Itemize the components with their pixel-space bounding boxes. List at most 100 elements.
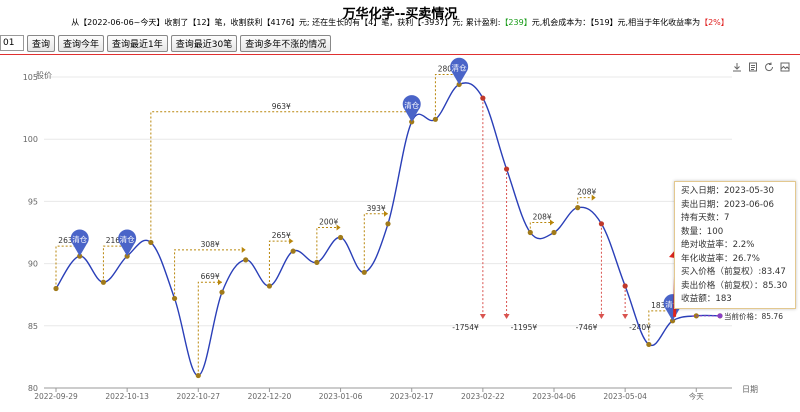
- trade-arrow: [591, 194, 596, 201]
- trade-label: 216¥: [106, 236, 125, 245]
- trade-line: [268, 240, 294, 286]
- tooltip-hold-days: 持有天数：7: [681, 213, 730, 223]
- trade-label: 200¥: [319, 217, 338, 226]
- price-point: [148, 239, 154, 246]
- price-point: [646, 341, 652, 348]
- trade-arrow: [289, 238, 294, 245]
- query-multi-year-button[interactable]: 查询多年不涨的情况: [240, 34, 332, 52]
- price-point: [290, 248, 296, 254]
- trade-label: 393¥: [367, 204, 386, 213]
- tooltip-abs-return: 绝对收益率：2.2%: [681, 240, 755, 250]
- sell-marker-pin: [70, 229, 89, 257]
- tooltip-sell-price: 卖出价格（前复权）：85.30: [681, 280, 788, 291]
- price-point: [361, 269, 367, 275]
- trade-label: 263¥: [58, 236, 77, 245]
- y-tick-label: 105: [23, 73, 38, 82]
- current-price-point: [717, 313, 723, 319]
- query-last-year-button[interactable]: 查询最近1年: [107, 34, 168, 52]
- query-this-year-button[interactable]: 查询今年: [58, 34, 105, 52]
- x-tick-label: 2023-02-22: [461, 392, 505, 401]
- current-price: 当前价格：85.76: [692, 311, 783, 321]
- trade-line: [197, 281, 222, 376]
- sell-marker-pin: [450, 57, 469, 85]
- divider-line: [0, 54, 800, 55]
- sell-marker-pin: [118, 229, 137, 257]
- x-tick-label: 2022-10-13: [105, 392, 149, 401]
- y-axis-label: 股价: [36, 71, 52, 80]
- x-tick-label: 2023-02-17: [390, 392, 434, 401]
- y-tick-label: 85: [28, 322, 38, 331]
- summary-rate: 【2%】: [700, 18, 729, 27]
- tooltip-quantity: 数量：100: [681, 226, 724, 237]
- x-tick-labels: 2022-09-29 2022-10-13 2022-10-27 2022-12-20…: [34, 391, 704, 401]
- data-view-icon[interactable]: [748, 57, 758, 72]
- chart-grid: [44, 76, 732, 392]
- trade-arrow: [384, 210, 388, 217]
- price-point: [480, 95, 486, 101]
- trade-label: 669¥: [201, 272, 220, 281]
- price-point: [243, 257, 249, 263]
- tooltip-annual-return: 年化收益率：26.7%: [681, 253, 760, 264]
- x-tick-label: 2023-01-06: [319, 392, 363, 401]
- query-toolbar: 查询 查询今年 查询最近1年 查询最近30笔 查询多年不涨的情况: [0, 34, 332, 52]
- price-point: [432, 116, 439, 122]
- sell-marker-label: 清仓: [404, 100, 419, 110]
- price-points: [53, 81, 723, 379]
- drop-arrow: [479, 314, 486, 319]
- x-axis-label: 日期: [742, 385, 758, 394]
- drop-label: -1754¥: [452, 323, 479, 332]
- price-point: [100, 279, 107, 285]
- price-point: [385, 221, 391, 227]
- date-input[interactable]: [0, 35, 24, 51]
- x-tick-label: 2023-04-06: [532, 392, 576, 401]
- x-tick-label: 2022-12-20: [248, 392, 292, 401]
- trade-line: [434, 73, 460, 120]
- trade-label: 208¥: [533, 213, 552, 222]
- tooltip-profit: 收益额：183: [681, 294, 732, 304]
- price-point: [551, 229, 557, 236]
- y-tick-labels: 80 85 90 95 100 105: [23, 73, 38, 393]
- trade-label: 963¥: [272, 102, 291, 111]
- x-tick-label: 2022-09-29: [34, 392, 78, 401]
- price-point: [314, 259, 320, 265]
- drop-label: -240¥: [629, 323, 651, 332]
- tooltip-sell-date: 卖出日期：2023-06-06: [681, 199, 774, 210]
- trade-line: [102, 245, 128, 283]
- y-tick-label: 95: [28, 197, 38, 206]
- tooltip-buy-price: 买入价格（前复权）:83.47: [681, 267, 786, 277]
- price-point: [337, 234, 344, 241]
- save-image-icon[interactable]: [780, 57, 790, 72]
- query-last-30-button[interactable]: 查询最近30笔: [170, 34, 238, 52]
- current-price-label: 当前价格：85.76: [724, 311, 783, 321]
- drop-label: -746¥: [576, 323, 598, 332]
- trade-tooltip: 买入日期：2023-05-30 卖出日期：2023-06-06 持有天数：7 数…: [674, 181, 796, 309]
- query-button[interactable]: 查询: [27, 34, 56, 52]
- trade-line: [150, 111, 412, 243]
- sell-marker-label: 清仓: [120, 234, 135, 244]
- drop-arrow: [503, 314, 510, 319]
- trade-line: [174, 249, 246, 299]
- sell-marker-label: 清仓: [72, 234, 87, 244]
- price-point: [575, 205, 581, 211]
- page-title: 万华化学--买卖情况: [342, 7, 458, 22]
- tooltip-buy-date: 买入日期：2023-05-30: [681, 186, 774, 196]
- price-point: [527, 229, 533, 236]
- drop-label: -1195¥: [511, 323, 538, 332]
- trade-arrow: [336, 224, 341, 231]
- trade-line: [577, 197, 596, 208]
- y-tick-label: 90: [28, 260, 38, 269]
- summary-profit: 【239】: [500, 18, 532, 27]
- sell-marker-pin: [402, 95, 421, 122]
- trade-label: 183¥: [651, 301, 670, 310]
- download-icon[interactable]: [732, 57, 742, 72]
- price-point: [195, 372, 201, 379]
- price-line: [55, 82, 721, 377]
- price-point: [266, 283, 273, 289]
- restore-icon[interactable]: [764, 57, 774, 72]
- trade-arrow: [550, 219, 554, 226]
- trade-line: [529, 222, 554, 233]
- trade-label: 308¥: [201, 240, 220, 249]
- chart-toolbox: [732, 57, 790, 72]
- price-point: [503, 166, 510, 172]
